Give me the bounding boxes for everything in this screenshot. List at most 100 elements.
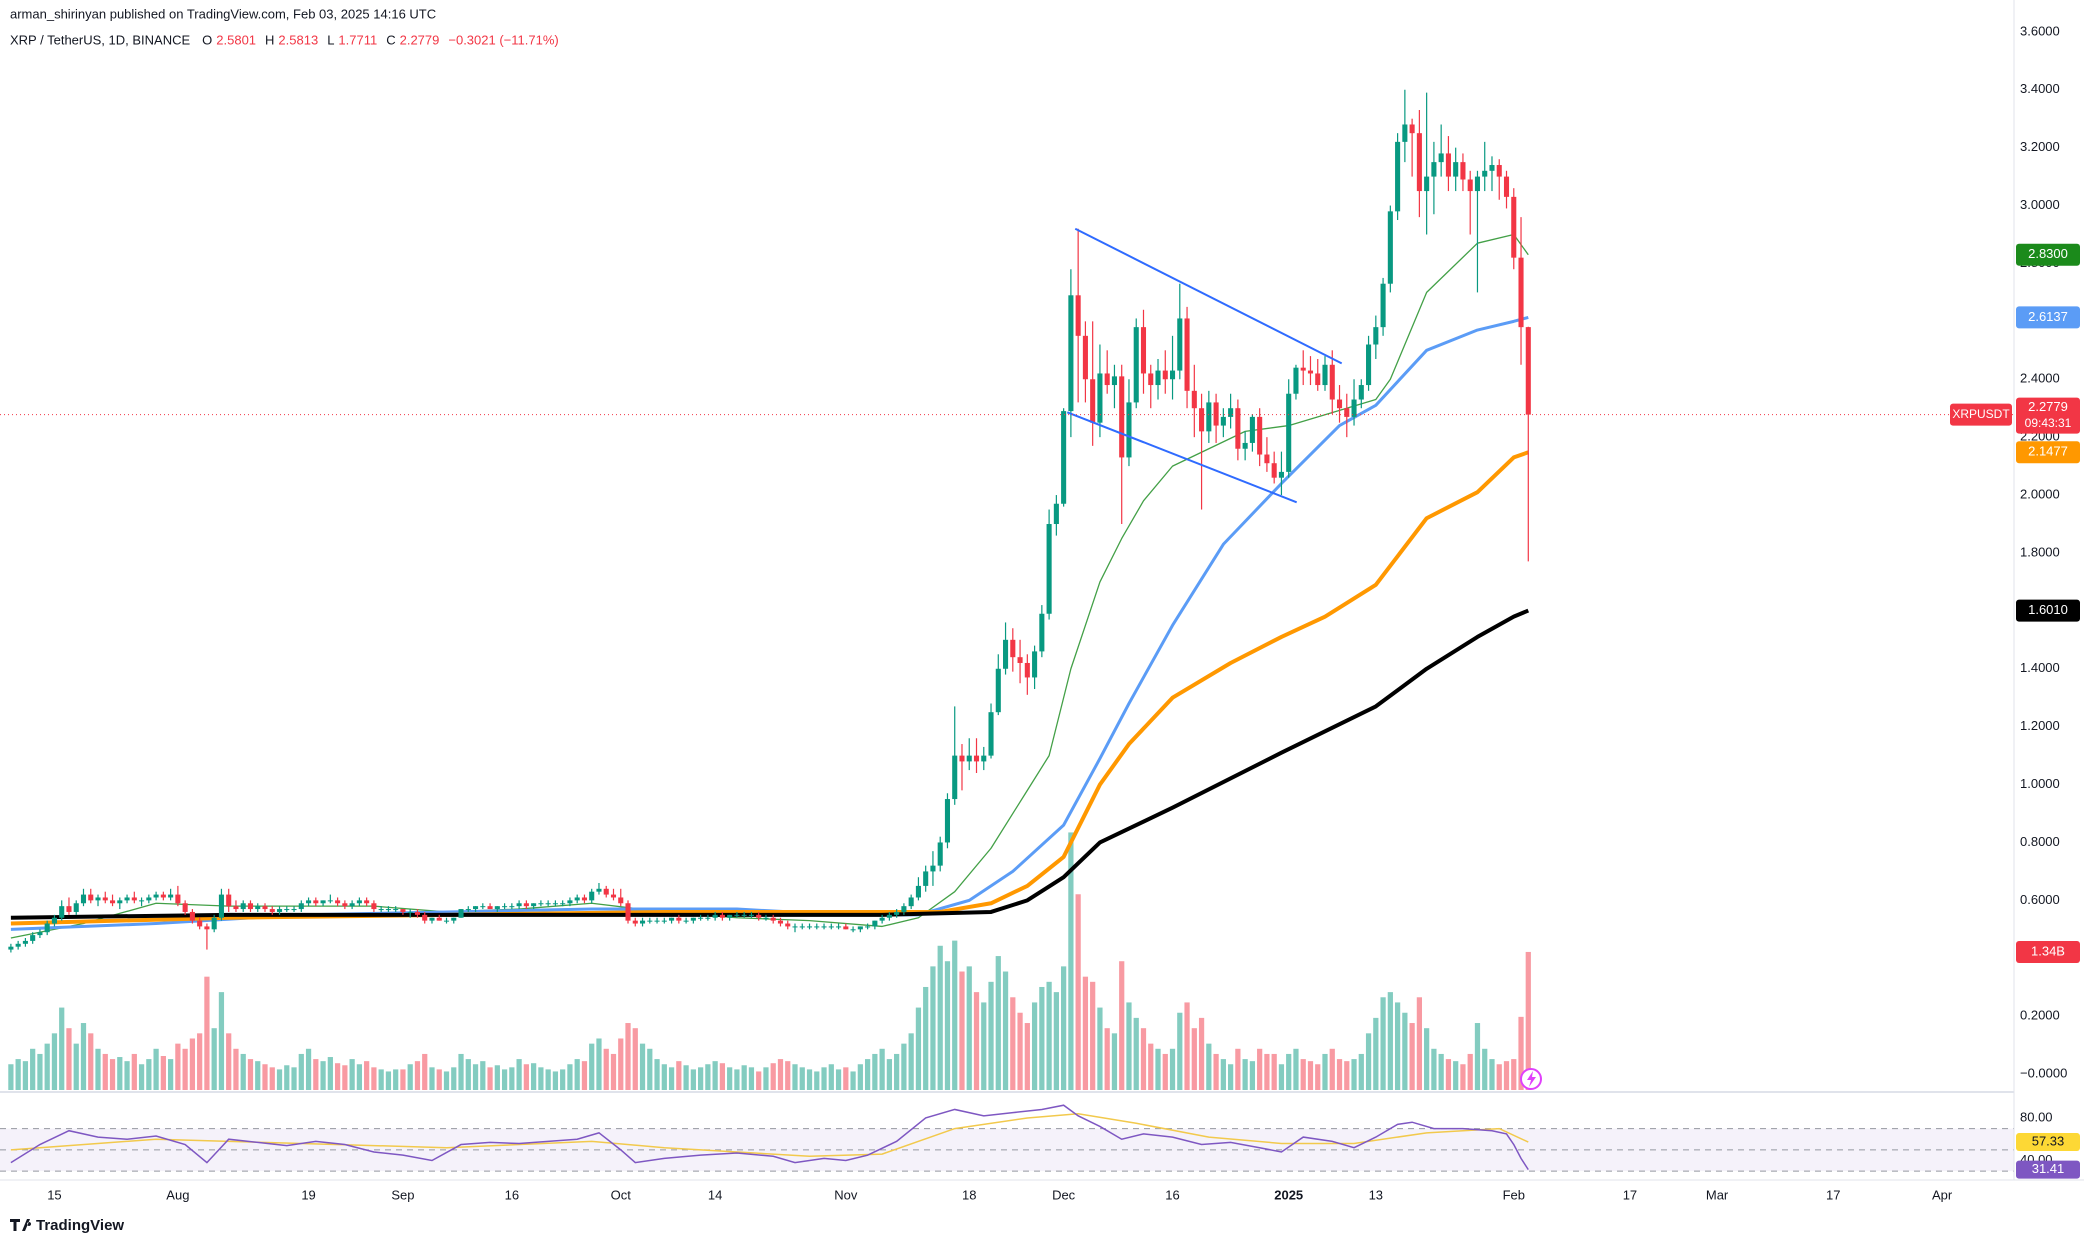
legend-text: 1.7711 [338, 32, 377, 47]
candle-body [1082, 335, 1088, 380]
candle-body [327, 900, 333, 902]
volume-bar [1387, 992, 1393, 1090]
candle-body [247, 903, 254, 910]
volume-bar [247, 1059, 254, 1090]
volume-bar [952, 940, 958, 1090]
candle-body [1046, 524, 1052, 614]
volume-bar [305, 1048, 312, 1090]
volume-bar [879, 1048, 885, 1090]
candle-body [1366, 344, 1372, 386]
candle-body [1213, 402, 1219, 426]
candle-body [610, 894, 617, 898]
candle-body [1053, 503, 1059, 525]
volume-bar [625, 1023, 631, 1090]
candle-body [211, 917, 217, 930]
candle-body [1140, 327, 1147, 374]
candle-body [952, 755, 958, 800]
volume-bar [364, 1061, 370, 1090]
volume-bar [828, 1064, 834, 1090]
candle-body [567, 900, 573, 904]
price-badge-label: 1.6010 [2028, 602, 2068, 617]
brand-logo [10, 1219, 32, 1231]
volume-bar [1090, 981, 1096, 1090]
candle-body [1039, 613, 1045, 652]
volume-bar [494, 1065, 500, 1090]
volume-bar [1351, 1059, 1357, 1090]
volume-bar [1380, 997, 1386, 1090]
volume-bar [770, 1063, 776, 1090]
candle-body [356, 900, 362, 904]
brand: TradingView [10, 1217, 124, 1234]
candle-body [276, 909, 283, 912]
volume-bar [639, 1043, 646, 1090]
candle-body [639, 920, 646, 924]
volume-bar [727, 1067, 733, 1090]
volume-bar [160, 1056, 166, 1090]
candle-body [371, 903, 377, 910]
moving-average-line [10, 315, 1529, 931]
volume-bar [472, 1064, 479, 1090]
volume-bar [698, 1067, 704, 1090]
candle-body [429, 917, 435, 921]
candle-body [1133, 327, 1139, 403]
volume-bar [1228, 1064, 1234, 1090]
candle-body [1104, 373, 1110, 386]
candle-body [1090, 379, 1096, 423]
x-tick-label: Aug [166, 1187, 189, 1202]
legend-text: 2.2779 [400, 32, 440, 47]
price-badge [2016, 940, 2080, 963]
volume-bar [1358, 1053, 1364, 1090]
volume-bar [1336, 1059, 1343, 1090]
price-badge-label: 57.33 [2032, 1133, 2065, 1148]
candle-body [1373, 327, 1379, 345]
volume-bar [741, 1065, 747, 1090]
volume-bar [966, 966, 972, 1090]
candle-body [1460, 162, 1466, 180]
candle-body [502, 906, 508, 908]
candle-body [836, 926, 842, 928]
candle-body [981, 755, 987, 762]
candle-body [1358, 385, 1364, 400]
moving-average-line [10, 608, 1530, 920]
candle-body [560, 903, 566, 905]
volume-bar [131, 1053, 137, 1090]
candle-body [1075, 295, 1081, 336]
volume-bar [734, 1069, 740, 1090]
volume-bar [327, 1057, 333, 1090]
volume-bar [937, 945, 943, 1090]
candle-body [349, 903, 355, 907]
volume-bar [1503, 1061, 1510, 1090]
y-tick-label: 2.4000 [2020, 371, 2060, 386]
candle-body [458, 909, 464, 918]
candle-body [756, 914, 762, 918]
volume-bar [1075, 894, 1081, 1090]
candle-body [393, 909, 399, 911]
candle-body [1307, 370, 1314, 374]
candle-body [959, 755, 965, 762]
volume-bar [516, 1059, 522, 1090]
legend-text: 2.5813 [278, 32, 318, 47]
alert-icon[interactable] [1520, 1068, 1542, 1090]
x-tick-label: 18 [962, 1187, 976, 1202]
volume-bar [436, 1069, 442, 1090]
volume-bar [1474, 1023, 1481, 1090]
price-badge [2016, 441, 2080, 464]
x-tick-label: Apr [1932, 1187, 1953, 1202]
volume-bar [400, 1069, 406, 1090]
y-tick-label: 1.2000 [2020, 718, 2060, 733]
volume-bar [298, 1053, 304, 1090]
candle-body [923, 871, 929, 886]
candle-body [1474, 176, 1481, 192]
x-tick-label: 17 [1623, 1187, 1637, 1202]
candle-body [763, 917, 769, 919]
volume-bar [1445, 1059, 1452, 1090]
candle-body [1017, 657, 1023, 663]
volume-bar [313, 1059, 319, 1090]
y-tick-label: 1.4000 [2020, 660, 2060, 675]
candle-body [632, 920, 638, 924]
volume-bar [1286, 1053, 1292, 1090]
candle-body [538, 903, 544, 905]
volume-bar [211, 1028, 217, 1090]
candle-body [1424, 176, 1430, 192]
volume-bar [88, 1033, 94, 1090]
